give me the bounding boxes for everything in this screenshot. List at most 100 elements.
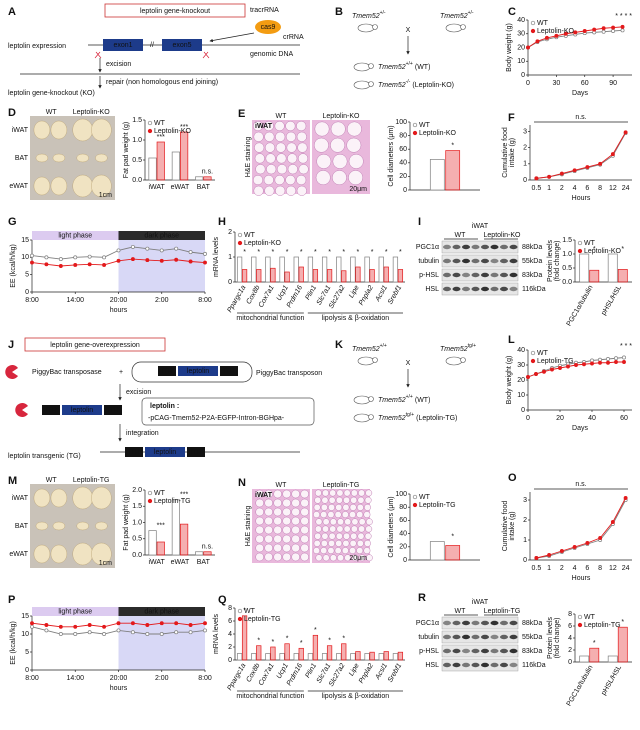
adipocyte [296, 120, 307, 131]
annotation: * [342, 249, 345, 256]
data-point [87, 630, 92, 635]
adipocyte [265, 153, 276, 164]
bar [307, 653, 314, 661]
group-label: WT [276, 482, 288, 489]
data-point [614, 356, 618, 361]
tissue-label: iWAT [472, 599, 489, 606]
data-point [606, 360, 610, 365]
gene: Tmem52 [378, 415, 406, 422]
adipocyte [255, 164, 266, 175]
band [471, 244, 480, 250]
legend-label: WT [537, 350, 549, 357]
panel-label: M [8, 475, 17, 487]
annotation: *** [180, 492, 188, 499]
data-point [535, 39, 540, 44]
bar [195, 551, 204, 556]
adipocyte [273, 507, 282, 517]
adipocyte [282, 507, 291, 517]
adipocyte [314, 121, 330, 137]
annotation: * [357, 249, 360, 256]
bar [378, 653, 384, 661]
y-axis-label: intake (g) [509, 511, 516, 540]
band [490, 662, 499, 668]
size-label: 83kDa [522, 272, 542, 279]
size-label: 116kDa [522, 286, 546, 293]
group-label: Leptolin-TG [323, 482, 360, 489]
adipocyte [291, 525, 300, 535]
data-point [582, 362, 586, 367]
size-label: 55kDa [522, 258, 542, 265]
annotation: * [300, 249, 303, 256]
leptolin-box [178, 366, 218, 376]
x-tick-label: pHSL/HSL [600, 284, 623, 316]
y-tick-label: 0 [228, 657, 232, 664]
x-tick-label: BAT [197, 184, 211, 191]
tissue-label: BAT [15, 155, 29, 162]
y-axis-label: Protein levels [547, 616, 554, 659]
adipocyte [282, 489, 291, 499]
group-label: WT [46, 109, 58, 116]
data-point [145, 258, 150, 263]
adipocyte [286, 142, 297, 153]
data-point [585, 165, 590, 170]
x-tick-label: Ppargc1a [226, 284, 247, 314]
band [452, 620, 461, 626]
band [471, 272, 480, 278]
x-tick-label: 12 [609, 185, 617, 192]
size-label: 88kDa [522, 244, 542, 251]
adipocyte [350, 525, 358, 533]
band [452, 272, 461, 278]
adipocyte [300, 534, 309, 544]
adipocyte [365, 525, 373, 533]
data-point [542, 369, 546, 374]
x-tick-label: iWAT [149, 184, 166, 191]
legend-marker [412, 130, 418, 136]
adipocyte [329, 518, 337, 526]
adipocyte [264, 525, 273, 535]
genotype-name: (Leptolin-TG) [416, 415, 457, 422]
panel-label: G [8, 216, 17, 228]
bar [350, 653, 356, 661]
y-axis-label: EE (kcal/h/kg) [10, 621, 17, 665]
data-point [203, 628, 207, 633]
break-mark: // [150, 42, 154, 49]
data-point [622, 360, 626, 364]
y-tick-label: 0.5 [132, 157, 142, 164]
adipocyte [291, 516, 300, 526]
annotation: *** [157, 134, 165, 141]
x-tick-label: Plin1 [304, 662, 318, 679]
tissue [50, 488, 68, 508]
data-point [73, 263, 78, 267]
adipocyte [282, 552, 291, 562]
tissue [76, 153, 89, 163]
group-label: WT [455, 232, 467, 239]
y-tick-label: 40 [399, 530, 407, 537]
band [509, 244, 518, 250]
adipocyte [329, 554, 337, 562]
data-point [102, 263, 107, 267]
label: leptolin transgenic (TG) [8, 453, 81, 460]
legend-marker [237, 240, 243, 246]
y-tick-label: 40 [517, 17, 525, 24]
blot-strip [441, 658, 519, 672]
adipocyte [358, 489, 365, 497]
annotation: * [451, 533, 454, 540]
x-tick-label: 6 [585, 565, 589, 572]
band [452, 286, 461, 292]
adipocyte [276, 153, 287, 164]
adipocyte [320, 547, 328, 554]
legend-label: Leptolin-TG [537, 358, 574, 365]
data-point [544, 35, 549, 40]
adipocyte [350, 489, 358, 497]
bar [270, 267, 276, 283]
x-tick-label: 24 [622, 185, 630, 192]
adipocyte [313, 511, 320, 518]
annotation: * [328, 638, 331, 645]
y-tick-label: 40 [517, 347, 525, 354]
x-tick-label: Pnpla2 [358, 284, 375, 306]
y-tick-label: 4 [228, 631, 232, 638]
data-point [601, 29, 606, 34]
bar [171, 151, 180, 181]
x-axis-label: hours [110, 685, 128, 692]
data-point [590, 361, 594, 366]
